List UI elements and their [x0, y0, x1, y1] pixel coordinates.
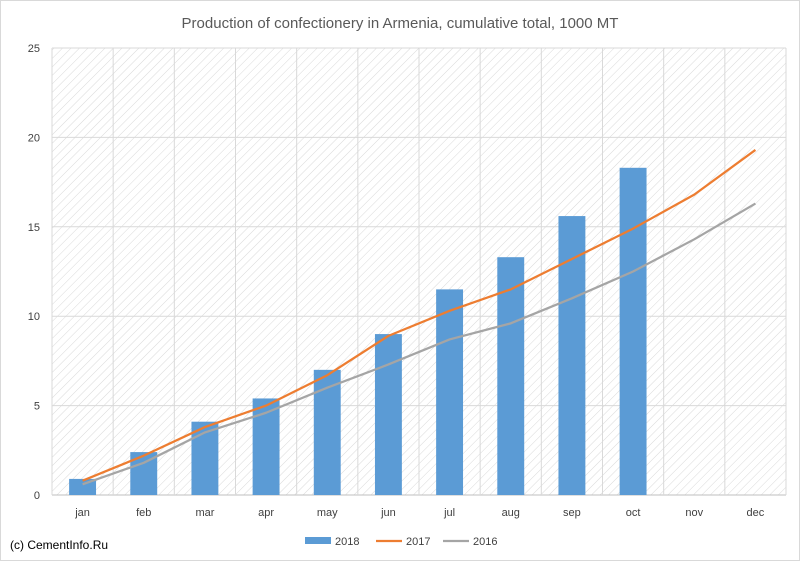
y-tick-label: 10	[28, 311, 40, 323]
x-tick-label: jan	[74, 507, 90, 519]
y-tick-label: 20	[28, 132, 40, 144]
x-tick-label: apr	[258, 507, 274, 519]
bar-2018-aug	[497, 257, 525, 495]
bar-series	[69, 167, 647, 495]
y-tick-label: 0	[34, 490, 40, 502]
bar-2018-jun	[374, 334, 402, 495]
chart-title: Production of confectionery in Armenia, …	[182, 15, 619, 32]
gridlines	[51, 47, 787, 496]
legend-swatch-2018	[305, 537, 331, 544]
bar-2018-mar	[191, 421, 219, 495]
x-tick-label: mar	[195, 507, 214, 519]
y-tick-label: 5	[34, 401, 40, 413]
x-tick-label: dec	[747, 507, 765, 519]
x-tick-label: nov	[685, 507, 703, 519]
y-tick-label: 15	[28, 222, 40, 234]
x-tick-label: aug	[502, 507, 520, 519]
y-axis: 0 5 10 15 20 25	[28, 43, 40, 502]
x-tick-label: jul	[443, 507, 455, 519]
legend-label-2016: 2016	[473, 536, 497, 548]
x-axis: jan feb mar apr may jun jul aug sep oct nov dec	[74, 507, 765, 519]
bar-2018-oct	[619, 167, 647, 495]
line-2016	[82, 202, 756, 486]
legend-label-2017: 2017	[406, 536, 430, 548]
x-tick-label: jun	[380, 507, 396, 519]
x-tick-label: feb	[136, 507, 151, 519]
line-2017	[82, 149, 757, 482]
line-series	[82, 149, 757, 486]
credit-text: (c) CementInfo.Ru	[10, 538, 109, 552]
legend-label-2018: 2018	[335, 536, 359, 548]
y-tick-label: 25	[28, 43, 40, 55]
legend: 2018 2017 2016	[305, 536, 497, 548]
x-tick-label: oct	[626, 507, 641, 519]
x-tick-label: may	[317, 507, 338, 519]
bar-2018-jul	[436, 289, 464, 495]
x-tick-label: sep	[563, 507, 581, 519]
